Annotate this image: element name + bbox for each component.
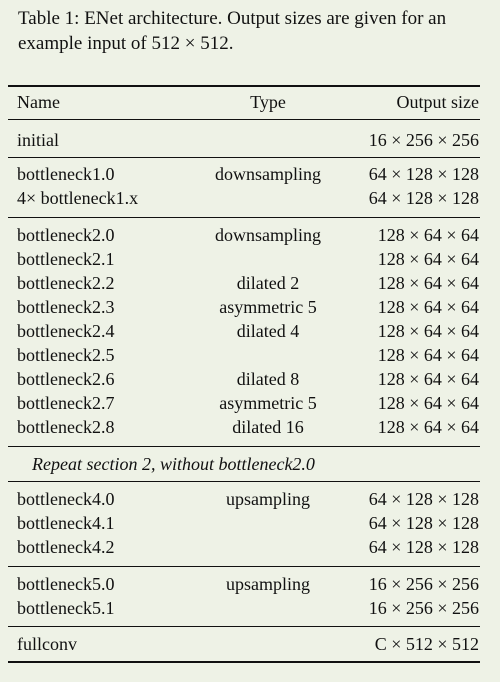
row-name: bottleneck5.0	[17, 574, 115, 594]
table-row: bottleneck2.2 dilated 2 128 × 64 × 64	[17, 271, 479, 295]
section-rule	[8, 481, 480, 482]
section-rule	[8, 217, 480, 218]
row-output: 64 × 128 × 128	[368, 188, 479, 208]
top-rule	[8, 85, 480, 87]
header-type: Type	[250, 92, 286, 112]
row-output: 128 × 64 × 64	[377, 297, 479, 317]
header-output: Output size	[396, 92, 480, 112]
table-row: bottleneck5.1 16 × 256 × 256	[17, 596, 479, 620]
section-rule	[8, 626, 480, 627]
row-output: 64 × 128 × 128	[368, 537, 479, 557]
table-row: bottleneck2.7 asymmetric 5 128 × 64 × 64	[17, 391, 479, 415]
row-type: upsampling	[226, 489, 310, 509]
row-output: 64 × 128 × 128	[368, 489, 479, 509]
table-row: fullconv C × 512 × 512	[17, 632, 479, 656]
row-name: bottleneck4.2	[17, 537, 115, 557]
table-row: bottleneck2.1 128 × 64 × 64	[17, 247, 479, 271]
bottom-rule	[8, 661, 480, 663]
section-rule	[8, 157, 480, 158]
row-name: bottleneck2.5	[17, 345, 115, 365]
row-type: upsampling	[226, 574, 310, 594]
row-type: dilated 4	[236, 321, 300, 341]
table-row: initial 16 × 256 × 256	[17, 128, 479, 152]
row-name: bottleneck2.0	[17, 225, 115, 245]
row-type: dilated 16	[232, 417, 304, 437]
row-output: 64 × 128 × 128	[368, 164, 479, 184]
table-row: bottleneck4.2 64 × 128 × 128	[17, 535, 479, 559]
table-row: bottleneck2.0 downsampling 128 × 64 × 64	[17, 223, 479, 247]
row-output: 16 × 256 × 256	[368, 598, 479, 618]
row-output: 128 × 64 × 64	[377, 417, 479, 437]
row-name: bottleneck2.1	[17, 249, 115, 269]
row-type: dilated 2	[236, 273, 300, 293]
row-output: 16 × 256 × 256	[368, 130, 479, 150]
header-rule	[8, 119, 480, 120]
row-output: 128 × 64 × 64	[377, 321, 479, 341]
row-output: 128 × 64 × 64	[377, 345, 479, 365]
section-rule	[8, 566, 480, 567]
table-row: bottleneck2.5 128 × 64 × 64	[17, 343, 479, 367]
row-name: bottleneck2.7	[17, 393, 115, 413]
row-type: asymmetric 5	[219, 297, 317, 317]
row-name: bottleneck4.1	[17, 513, 115, 533]
row-type: downsampling	[215, 164, 321, 184]
repeat-note: Repeat section 2, without bottleneck2.0	[32, 454, 315, 474]
row-name: fullconv	[17, 634, 77, 654]
table-row: bottleneck2.8 dilated 16 128 × 64 × 64	[17, 415, 479, 439]
table-row: bottleneck2.4 dilated 4 128 × 64 × 64	[17, 319, 479, 343]
row-name: 4× bottleneck1.x	[17, 188, 139, 208]
table-row: bottleneck5.0 upsampling 16 × 256 × 256	[17, 572, 479, 596]
row-output: 64 × 128 × 128	[368, 513, 479, 533]
row-output: C × 512 × 512	[374, 634, 479, 654]
table-row: 4× bottleneck1.x 64 × 128 × 128	[17, 186, 479, 210]
row-output: 128 × 64 × 64	[377, 369, 479, 389]
table-row: bottleneck4.1 64 × 128 × 128	[17, 511, 479, 535]
table-caption: Table 1: ENet architecture. Output sizes…	[18, 8, 447, 54]
header-name: Name	[17, 92, 60, 112]
row-name: bottleneck2.4	[17, 321, 115, 341]
row-name: bottleneck1.0	[17, 164, 115, 184]
header-row: Name Type Output size	[17, 90, 479, 114]
row-name: bottleneck2.3	[17, 297, 115, 317]
row-type: downsampling	[215, 225, 321, 245]
row-type: asymmetric 5	[219, 393, 317, 413]
table-row: bottleneck1.0 downsampling 64 × 128 × 12…	[17, 162, 479, 186]
row-name: bottleneck2.6	[17, 369, 115, 389]
row-output: 128 × 64 × 64	[377, 393, 479, 413]
table-row: bottleneck4.0 upsampling 64 × 128 × 128	[17, 487, 479, 511]
table-row: bottleneck2.6 dilated 8 128 × 64 × 64	[17, 367, 479, 391]
table-row: bottleneck2.3 asymmetric 5 128 × 64 × 64	[17, 295, 479, 319]
row-output: 16 × 256 × 256	[368, 574, 479, 594]
row-output: 128 × 64 × 64	[377, 249, 479, 269]
row-name: bottleneck2.2	[17, 273, 115, 293]
row-name: bottleneck5.1	[17, 598, 115, 618]
row-type: dilated 8	[236, 369, 300, 389]
section-rule	[8, 446, 480, 447]
row-output: 128 × 64 × 64	[377, 225, 479, 245]
row-name: bottleneck4.0	[17, 489, 115, 509]
row-output: 128 × 64 × 64	[377, 273, 479, 293]
row-name: initial	[17, 130, 59, 150]
row-name: bottleneck2.8	[17, 417, 115, 437]
